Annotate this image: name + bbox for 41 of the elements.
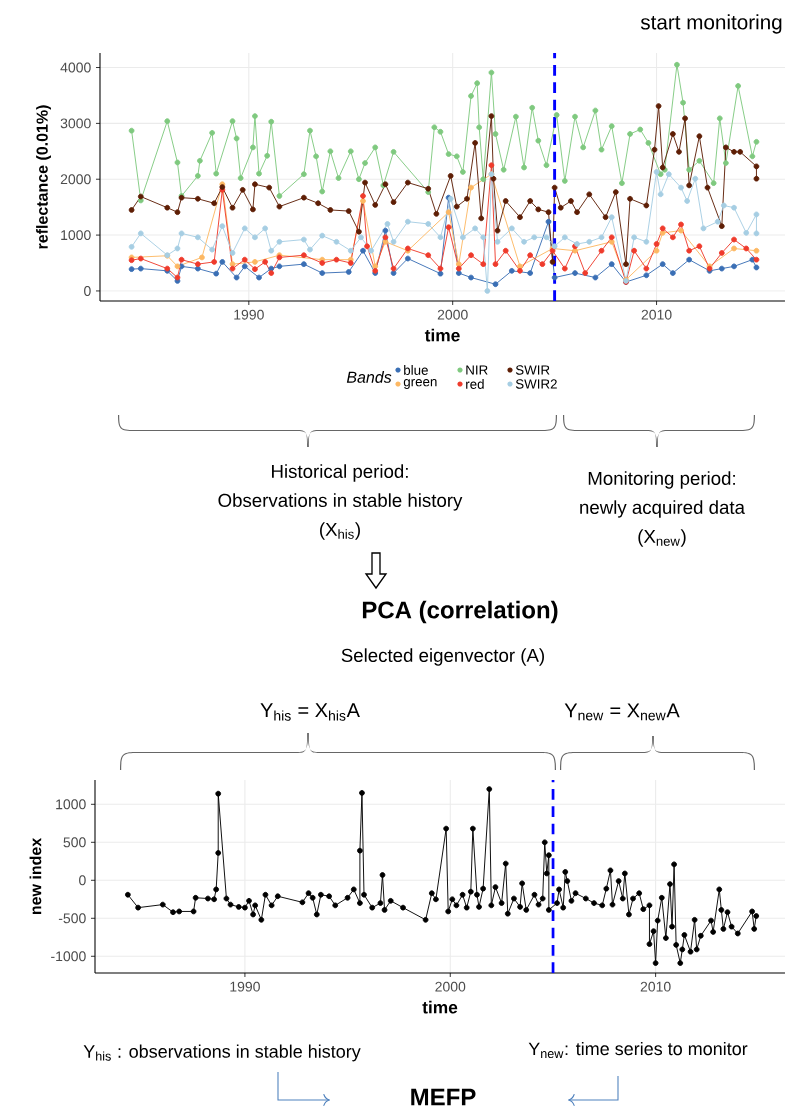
text: Historical period: [272,464,408,482]
x-tick-label: 1990 [230,981,260,992]
y-axis-title: reflectance (0.01%) [36,105,51,249]
legend-title: Bands [346,371,392,383]
text: (X$_{new}$) [638,529,686,547]
y-tick-label: -1000 [51,951,86,962]
text: Observations in stable history [218,493,463,511]
x-tick-label: 2010 [641,309,672,320]
text: Selected eigenvector (A) [341,648,544,666]
x-tick-label: 2010 [640,981,671,992]
text: Y$_{his}$ : observations in stable history [83,1044,361,1062]
legend-label: red [466,379,484,389]
legend-label: green [403,379,437,389]
y-tick-label: 4000 [60,62,91,73]
y-axis-title: new index [29,837,42,915]
text: PCA (correlation) [362,600,558,624]
y-tick-label: 0 [84,285,91,296]
text: Y$_{new}$: time series to monitor [528,1041,748,1059]
y-tick-label: 3000 [60,118,91,129]
text: Y$_{his}$ = X$_{his}$A [260,703,360,721]
text: (X$_{his}$) [320,522,360,540]
text: start monitoring [640,14,782,34]
x-tick-label: 2000 [437,309,468,320]
legend-label: NIR [466,365,488,375]
legend-label: SWIR [515,365,550,375]
y-tick-label: 1000 [56,799,86,810]
text: Y$_{new}$ = X$_{new}$A [564,703,680,721]
y-tick-label: 1000 [61,230,91,241]
x-tick-label: 1990 [234,309,264,320]
y-tick-label: -500 [58,913,86,924]
legend-label: SWIR2 [515,379,557,389]
y-tick-label: 500 [63,837,86,848]
x-axis-title: time [424,328,460,342]
text: newly acquired data [580,500,745,518]
x-axis-title: time [422,1000,458,1014]
y-tick-label: 2000 [60,174,91,185]
y-tick-label: 0 [79,875,86,886]
legend-label: blue [404,365,428,375]
x-tick-label: 2000 [435,981,466,992]
text: MEFP [411,1088,476,1106]
text: Monitoring period: [588,471,735,489]
